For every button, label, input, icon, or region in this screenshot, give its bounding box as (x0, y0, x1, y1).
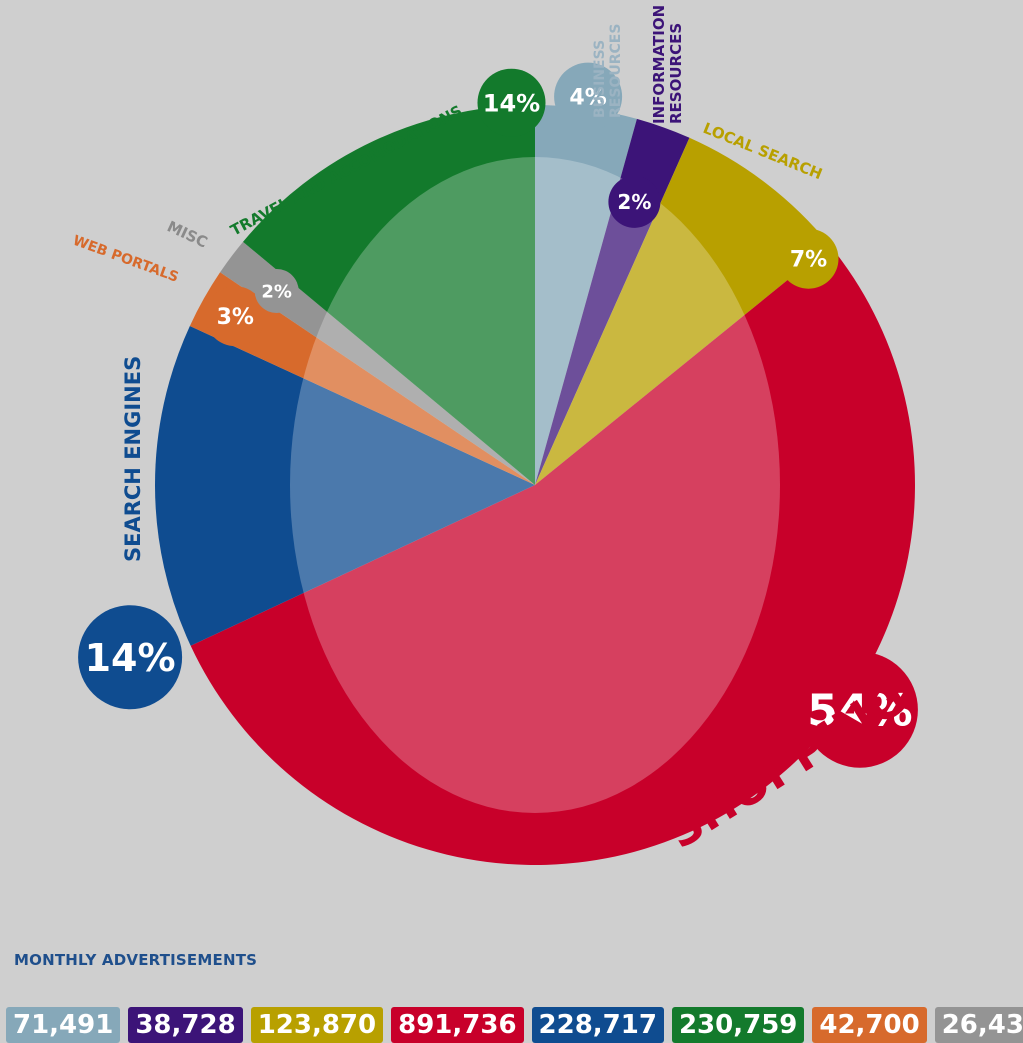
percent-label: 4% (569, 86, 606, 111)
category-label-search-engines: SEARCH ENGINES (121, 356, 145, 562)
total-information-resources: 38,728 (128, 1007, 243, 1043)
pie-overlay (290, 157, 780, 813)
badge-circle (477, 68, 546, 137)
percent-label: 2% (617, 190, 651, 214)
badge-circle (205, 286, 266, 347)
badge-circle (778, 228, 839, 289)
total-business-resources: 71,491 (6, 1007, 121, 1043)
percent-label: 3% (217, 305, 254, 330)
badge-search-engines: 14% (78, 605, 183, 710)
category-label-misc: MISC (164, 217, 210, 251)
slice-shopping (190, 245, 915, 865)
slice-local-search (535, 137, 831, 485)
badge-shopping: 54% (801, 651, 918, 768)
slice-search-engines (154, 325, 535, 646)
badge-misc: 2% (254, 269, 299, 313)
percent-label: 14% (85, 636, 176, 680)
badge-circle (801, 651, 918, 768)
slice-travel-accomodations (243, 105, 535, 485)
pie-slices (154, 105, 915, 865)
badge-business-resources: 4% (554, 62, 623, 131)
category-label-information-resources: INFORMATIONRESOURCES (650, 5, 685, 124)
badge-information-resources: 2% (608, 175, 661, 228)
percent-label: 54% (807, 686, 912, 737)
monthly-advertisements-title: MONTHLY ADVERTISEMENTS (14, 951, 258, 969)
percent-label: 2% (261, 282, 292, 303)
monthly-totals: 71,491 38,728 123,870 891,736 228,717 23… (6, 1007, 1023, 1043)
percent-label: 7% (790, 248, 827, 273)
category-label-web-portals: WEB PORTALS (71, 233, 181, 286)
center-highlight-ellipse (290, 157, 780, 813)
category-label-business-resources: BUSINESSRESOURCES (592, 24, 624, 118)
slice-misc (220, 241, 535, 485)
total-web-portals: 42,700 (812, 1007, 927, 1043)
total-search-engines: 228,717 (531, 1007, 664, 1043)
total-misc: 26,432 (934, 1007, 1023, 1043)
badge-circle (254, 269, 299, 313)
total-travel-accomodations: 230,759 (671, 1007, 805, 1043)
total-shopping: 891,736 (391, 1007, 524, 1043)
badge-travel-accomodations: 14% (477, 68, 546, 137)
percent-label: 14% (483, 89, 540, 117)
slice-web-portals (189, 272, 535, 485)
percent-badges: 4% 2% 7% 54% 14% 3% 2% 14% (78, 62, 918, 768)
total-local-search: 123,870 (250, 1007, 384, 1043)
badge-circle (78, 605, 183, 710)
badge-web-portals: 3% (205, 286, 266, 347)
badge-local-search: 7% (778, 228, 839, 289)
badge-circle (608, 175, 661, 228)
badge-circle (554, 62, 623, 131)
